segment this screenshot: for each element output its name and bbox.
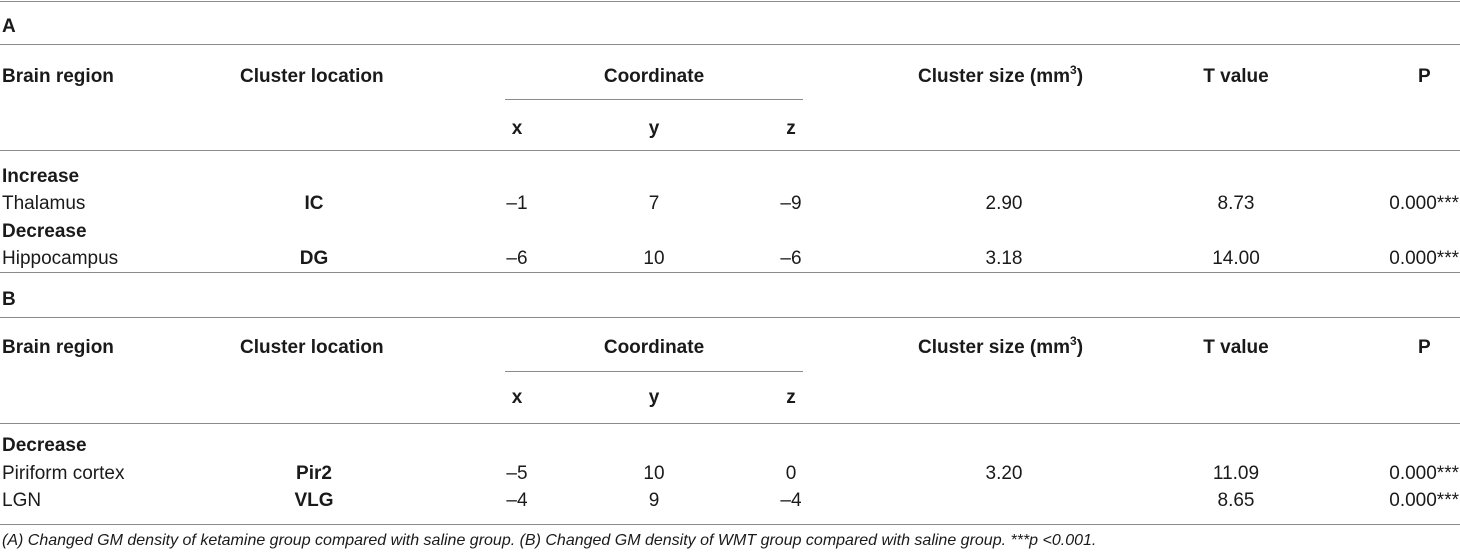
cell-location: VLG <box>294 490 334 511</box>
rule-a-end <box>0 272 1460 273</box>
cell-location: DG <box>299 248 329 269</box>
rule-b-label <box>0 317 1460 318</box>
cell-x: –5 <box>506 463 528 484</box>
header-brain-region: Brain region <box>2 66 114 87</box>
rule-bottom <box>0 524 1460 525</box>
cell-size: 2.90 <box>985 193 1023 214</box>
header-t-value: T value <box>1203 66 1269 87</box>
rule-top <box>0 1 1460 2</box>
cell-x: –4 <box>506 490 528 511</box>
header-cluster-size: Cluster size (mm3) <box>918 62 1084 87</box>
cell-region: Hippocampus <box>2 248 119 269</box>
cell-z: –9 <box>780 193 802 214</box>
cell-t: 11.09 <box>1212 463 1260 484</box>
rule-b-coordinate <box>505 371 803 372</box>
cell-p: 0.000*** <box>1389 463 1459 484</box>
header-z: z <box>786 118 796 139</box>
header-x: x <box>511 387 523 408</box>
cell-region: Piriform cortex <box>2 463 125 484</box>
cell-region: LGN <box>2 490 42 511</box>
cell-z: –6 <box>780 248 802 269</box>
header-t-value: T value <box>1203 337 1269 358</box>
cell-size: 3.18 <box>985 248 1023 269</box>
header-z: z <box>786 387 796 408</box>
cell-p: 0.000*** <box>1389 248 1459 269</box>
cell-size: 3.20 <box>985 463 1023 484</box>
cell-x: –1 <box>506 193 528 214</box>
cell-y: 10 <box>643 463 665 484</box>
cell-location: Pir2 <box>296 463 332 484</box>
cell-t: 8.65 <box>1217 490 1255 511</box>
cell-t: 8.73 <box>1217 193 1255 214</box>
rule-a-label <box>0 44 1460 45</box>
cell-z: –4 <box>780 490 802 511</box>
rule-b-header <box>0 423 1460 424</box>
header-cluster-location: Cluster location <box>240 337 384 358</box>
cell-region: Thalamus <box>2 193 86 214</box>
header-x: x <box>511 118 523 139</box>
cell-t: 14.00 <box>1212 248 1260 269</box>
cell-x: –6 <box>506 248 528 269</box>
header-cluster-location: Cluster location <box>240 66 384 87</box>
header-y: y <box>648 118 660 139</box>
header-y: y <box>648 387 660 408</box>
cell-y: 10 <box>643 248 665 269</box>
section-label-a: A <box>2 16 16 37</box>
section-label-b: B <box>2 289 16 310</box>
rule-a-coordinate <box>505 99 803 100</box>
header-p: P <box>1418 337 1431 358</box>
group-label-increase: Increase <box>2 166 80 187</box>
cell-y: 7 <box>648 193 660 214</box>
group-label-decrease: Decrease <box>2 221 87 242</box>
header-coordinate: Coordinate <box>603 337 705 358</box>
rule-a-header <box>0 150 1460 151</box>
header-p: P <box>1418 66 1431 87</box>
cell-z: 0 <box>785 463 797 484</box>
cell-p: 0.000*** <box>1389 490 1459 511</box>
table-footnote: (A) Changed GM density of ketamine group… <box>2 532 1097 549</box>
header-coordinate: Coordinate <box>603 66 705 87</box>
group-label-decrease: Decrease <box>2 435 87 456</box>
cell-p: 0.000*** <box>1389 193 1459 214</box>
header-cluster-size: Cluster size (mm3) <box>918 333 1084 358</box>
cell-y: 9 <box>648 490 660 511</box>
header-brain-region: Brain region <box>2 337 114 358</box>
cell-location: IC <box>304 193 324 214</box>
